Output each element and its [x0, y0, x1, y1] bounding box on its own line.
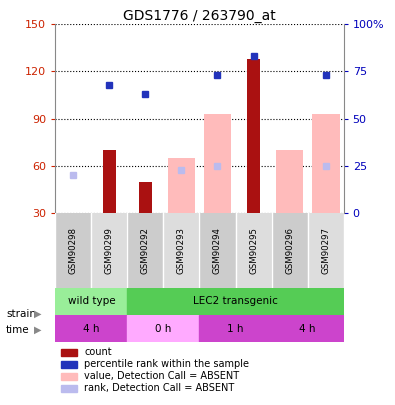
Text: 0 h: 0 h — [155, 324, 171, 334]
Bar — [235, 213, 272, 288]
Text: strain: strain — [6, 309, 36, 319]
Bar — [91, 213, 127, 288]
Text: GSM90292: GSM90292 — [141, 227, 150, 274]
Text: ▶: ▶ — [34, 325, 41, 335]
Bar — [199, 213, 235, 288]
Bar — [167, 158, 196, 213]
Text: GSM90295: GSM90295 — [249, 227, 258, 274]
Text: rank, Detection Call = ABSENT: rank, Detection Call = ABSENT — [84, 383, 234, 393]
Text: GSM90298: GSM90298 — [69, 227, 78, 274]
Bar — [55, 315, 127, 342]
Bar — [127, 315, 199, 342]
Bar — [61, 360, 77, 368]
Text: 4 h: 4 h — [83, 324, 100, 334]
Text: GSM90297: GSM90297 — [321, 227, 330, 274]
Text: GSM90296: GSM90296 — [285, 227, 294, 274]
Bar — [272, 315, 344, 342]
Text: percentile rank within the sample: percentile rank within the sample — [84, 359, 249, 369]
Bar — [247, 59, 260, 213]
Title: GDS1776 / 263790_at: GDS1776 / 263790_at — [123, 9, 276, 23]
Bar — [61, 349, 77, 356]
Text: LEC2 transgenic: LEC2 transgenic — [193, 296, 278, 306]
Bar — [164, 213, 199, 288]
Bar — [199, 315, 272, 342]
Text: GSM90294: GSM90294 — [213, 227, 222, 274]
Bar — [308, 213, 344, 288]
Bar — [272, 213, 308, 288]
Text: ▶: ▶ — [34, 309, 41, 319]
Bar — [312, 114, 340, 213]
Bar — [59, 213, 87, 216]
Text: GSM90293: GSM90293 — [177, 227, 186, 274]
Text: wild type: wild type — [68, 296, 115, 306]
Text: value, Detection Call = ABSENT: value, Detection Call = ABSENT — [84, 371, 239, 381]
Bar — [55, 288, 127, 315]
Bar — [55, 213, 91, 288]
Bar — [127, 288, 344, 315]
Bar — [276, 150, 303, 213]
Text: 1 h: 1 h — [227, 324, 244, 334]
Text: count: count — [84, 347, 112, 357]
Text: GSM90299: GSM90299 — [105, 227, 114, 274]
Bar — [127, 213, 164, 288]
Bar — [203, 114, 231, 213]
Bar — [61, 385, 77, 392]
Bar — [103, 150, 116, 213]
Bar — [139, 181, 152, 213]
Bar — [61, 373, 77, 379]
Text: 4 h: 4 h — [299, 324, 316, 334]
Text: time: time — [6, 325, 30, 335]
